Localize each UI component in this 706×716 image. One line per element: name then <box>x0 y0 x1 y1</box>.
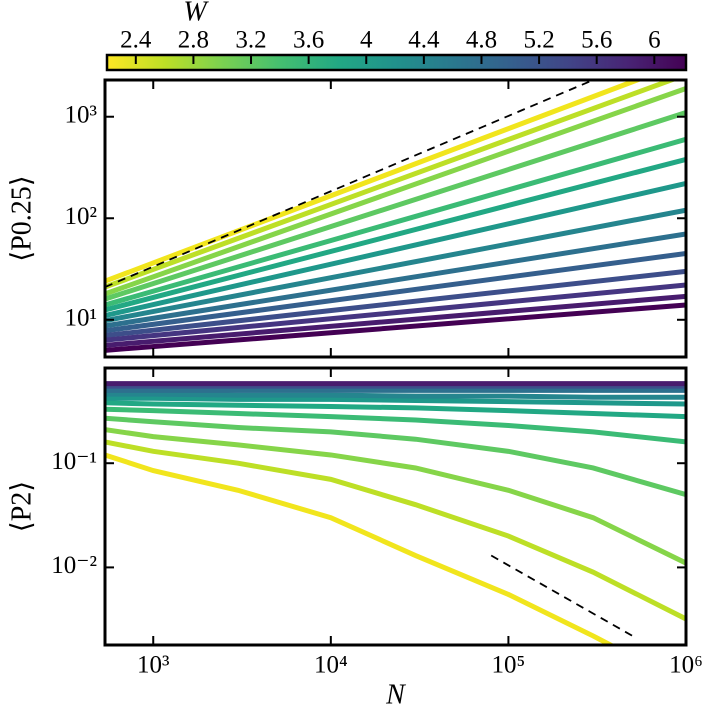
series-line <box>105 110 686 302</box>
series-line <box>105 302 686 353</box>
colorbar-label: W <box>183 0 209 27</box>
y-tick-label: 10⁻¹ <box>51 448 97 475</box>
colorbar-tick-label: 3.6 <box>293 27 324 54</box>
colorbar-tick-label: 5.6 <box>581 27 612 54</box>
x-tick-label: 10⁵ <box>492 652 526 679</box>
series-line <box>105 427 686 566</box>
colorbar-tick-label: 4 <box>360 27 373 54</box>
y-tick-label: 10³ <box>65 101 98 128</box>
x-tick-label: 10⁶ <box>669 652 703 679</box>
colorbar-tick-label: 4.8 <box>466 27 497 54</box>
y-tick-label: 10² <box>65 203 98 230</box>
colorbar-tick-label: 3.2 <box>235 27 266 54</box>
series-line <box>105 156 686 313</box>
colorbar-tick-label: 2.8 <box>178 27 209 54</box>
series-line <box>105 268 686 339</box>
series-line <box>105 231 686 329</box>
y-axis-label: ⟨P0.25⟩ <box>6 175 37 261</box>
axes-frame <box>103 366 688 647</box>
x-tick-label: 10⁴ <box>314 652 348 679</box>
series-line <box>105 282 686 343</box>
y-tick-label: 10⁻² <box>51 552 97 579</box>
series-line <box>105 207 686 324</box>
series-line <box>105 395 686 407</box>
colorbar-tick-label: 6 <box>648 27 661 54</box>
plot-area <box>105 80 686 353</box>
series-line <box>105 80 679 290</box>
x-axis-label: N <box>385 679 406 710</box>
y-tick-label: 10¹ <box>65 305 98 332</box>
colorbar-tick-label: 2.4 <box>120 27 152 54</box>
colorbar-tick-label: 4.4 <box>408 27 440 54</box>
series-line <box>105 400 686 420</box>
series-line <box>105 250 686 334</box>
series-line <box>105 85 686 297</box>
series-line <box>105 293 686 348</box>
plot-area <box>105 381 686 645</box>
y-axis-label: ⟨P2⟩ <box>6 481 37 532</box>
reference-line <box>105 80 594 288</box>
series-line <box>105 180 686 319</box>
colorbar-tick-label: 5.2 <box>523 27 554 54</box>
series-line <box>105 452 616 645</box>
series-line <box>105 80 645 284</box>
series-line <box>105 136 686 308</box>
series-line <box>105 406 686 445</box>
x-tick-label: 10³ <box>137 652 170 679</box>
series-line <box>105 439 686 622</box>
series-line <box>105 415 686 498</box>
series-line <box>105 391 686 400</box>
